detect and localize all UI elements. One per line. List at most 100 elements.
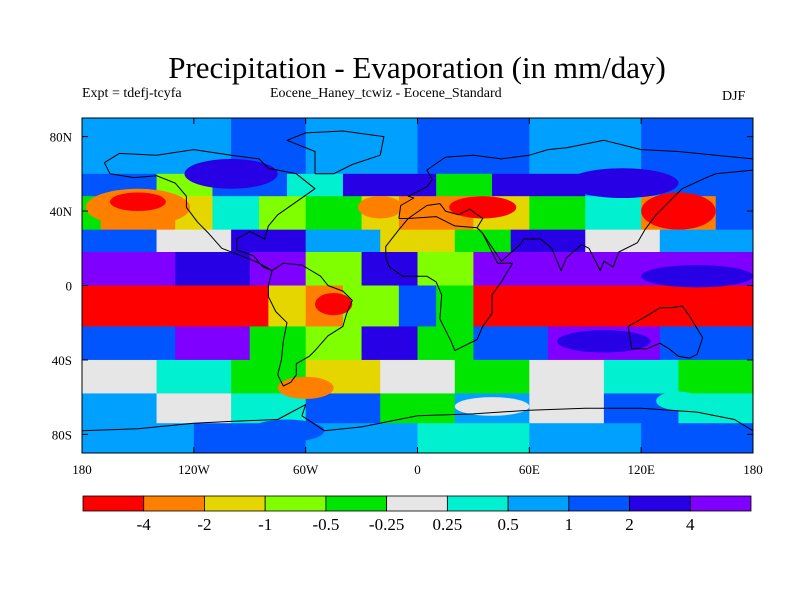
field-anomaly: [566, 168, 679, 199]
field-cell: [641, 118, 753, 175]
field-cell: [249, 252, 307, 286]
colorbar-swatch: [446, 495, 509, 512]
field-cell: [156, 359, 232, 394]
experiment-label: Expt = tdefj-tcyfa: [82, 86, 182, 101]
colorbar-swatch: [568, 495, 630, 512]
coastline-south-america: [267, 262, 353, 387]
field-cell: [603, 359, 679, 394]
field-cell: [454, 229, 512, 253]
field-cell: [175, 252, 251, 286]
field-cell: [417, 252, 474, 286]
comparison-label: Eocene_Haney_tcwiz - Eocene_Standard: [270, 86, 502, 101]
field-cell: [305, 196, 363, 231]
field-cell: [436, 173, 493, 197]
colorbar-label: 0.25: [432, 515, 462, 534]
field-cell: [454, 359, 530, 394]
field-cell: [231, 229, 307, 253]
coastline-eurasia: [398, 139, 753, 272]
field-anomaly: [449, 196, 517, 219]
field-cell: [305, 118, 418, 175]
field-cell: [398, 285, 437, 327]
coastline-north-america: [103, 149, 316, 272]
x-tick-label: 180: [743, 462, 763, 477]
x-tick-label: 60W: [293, 462, 319, 477]
field-anomaly: [249, 419, 325, 442]
colorbar-label: -2: [197, 515, 211, 534]
field-cell: [82, 285, 269, 327]
field-cell: [342, 173, 437, 197]
coastline-antarctica: [82, 404, 753, 432]
field-cell: [156, 229, 232, 253]
field-cell: [417, 423, 530, 453]
colorbar-swatch: [325, 495, 388, 512]
figure-title: Precipitation - Evaporation (in mm/day): [168, 50, 666, 85]
field-cell: [305, 252, 363, 286]
coastline-africa: [385, 216, 514, 352]
field-cell: [361, 326, 418, 361]
field-cell: [82, 229, 158, 253]
field-cell: [175, 326, 251, 361]
season-label: DJF: [722, 89, 746, 104]
field-cell: [361, 252, 418, 286]
field-cell: [659, 326, 753, 361]
field-cell: [585, 196, 642, 231]
x-tick-label: 120W: [178, 462, 211, 477]
y-tick-label: 0: [66, 279, 73, 294]
colorbar-swatch: [82, 495, 145, 512]
colorbar-swatch: [204, 495, 266, 512]
coastline-greenland: [286, 130, 385, 175]
field-cell: [342, 285, 400, 327]
field-cell: [82, 393, 158, 424]
field-cell: [156, 393, 232, 424]
field-cell: [529, 196, 586, 231]
colorbar-swatch: [264, 495, 327, 512]
field-cell: [715, 196, 753, 231]
colorbar-swatch: [507, 495, 570, 512]
field-cell: [492, 173, 586, 197]
field-cell: [231, 393, 307, 424]
field-cell: [529, 359, 605, 394]
colorbar-swatch: [386, 495, 448, 512]
field-cell: [473, 326, 549, 361]
field-cell: [585, 229, 661, 253]
field-cell: [417, 118, 530, 175]
field-anomaly: [641, 265, 753, 288]
field-cell: [380, 359, 456, 394]
field-cell: [268, 285, 307, 327]
y-tick-label: 40S: [52, 353, 72, 368]
field-cell: [82, 326, 176, 361]
x-tick-label: 60E: [519, 462, 540, 477]
field-cell: [82, 252, 176, 286]
y-tick-label: 80S: [52, 427, 72, 442]
field-cell: [380, 393, 456, 424]
field-cell: [380, 229, 456, 253]
field-anomaly: [656, 391, 701, 411]
colorbar-label: 1: [565, 515, 574, 534]
colorbar-label: -0.5: [312, 515, 339, 534]
field-cell: [305, 423, 418, 453]
field-cell: [436, 285, 474, 327]
field-cell: [287, 173, 344, 197]
x-tick-label: 120E: [627, 462, 655, 477]
colorbar: -4 -2 -1 -0.5 -0.25 0.25 0.5 1 2 4: [82, 495, 752, 534]
colorbar-label: -4: [137, 515, 152, 534]
field-cell: [529, 423, 642, 453]
coastline-australia: [627, 305, 704, 359]
y-tick-label: 40N: [50, 204, 73, 219]
coastlines: [82, 130, 753, 432]
colorbar-swatch: [689, 495, 752, 512]
field-cell: [305, 229, 381, 253]
field-cell: [678, 359, 753, 394]
field-anomaly: [557, 330, 651, 353]
field-cell: [82, 423, 195, 453]
map-plot-area: [82, 118, 753, 453]
field-anomaly: [277, 376, 334, 400]
x-tick-label: 180: [72, 462, 92, 477]
field-cell: [659, 173, 753, 197]
colorbar-label: 4: [686, 515, 695, 534]
field-cell: [510, 229, 586, 253]
colorbar-label: 0.5: [497, 515, 518, 534]
field-anomaly: [357, 196, 403, 219]
pminuse-field: [82, 118, 753, 453]
